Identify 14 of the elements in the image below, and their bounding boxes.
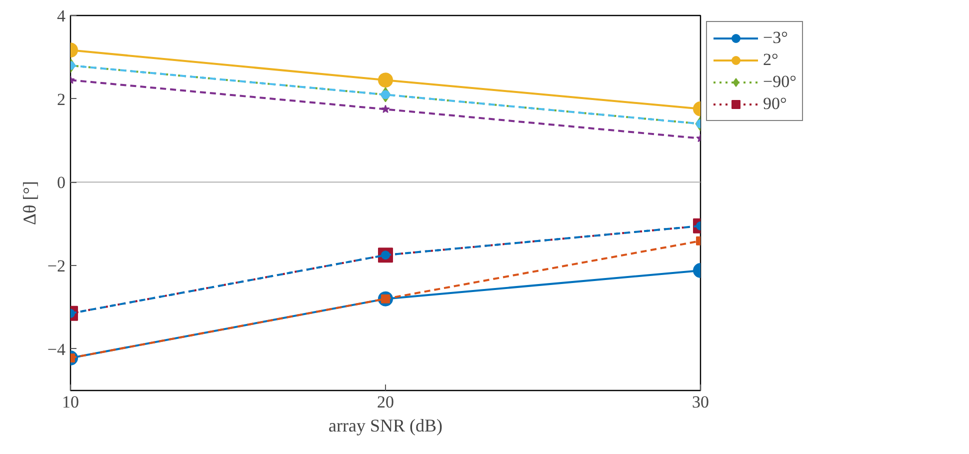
legend-label: 2° <box>763 50 780 70</box>
y-tick-label: 4 <box>57 6 66 26</box>
y-tick-label: 2 <box>57 90 66 109</box>
x-axis-title: array SNR (dB) <box>328 416 442 436</box>
legend-label: −3° <box>763 28 788 48</box>
x-tick-label: 30 <box>692 392 709 412</box>
x-tick-label: 20 <box>377 392 394 412</box>
y-axis-title: Δθ [°] <box>19 181 40 225</box>
legend-label: −90° <box>763 72 796 92</box>
y-tick-label: 0 <box>57 173 66 192</box>
y-tick-label: −2 <box>47 256 66 276</box>
x-tick-label: 10 <box>62 392 79 412</box>
y-tick-label: −4 <box>47 340 66 359</box>
legend-label: 90° <box>763 94 787 114</box>
